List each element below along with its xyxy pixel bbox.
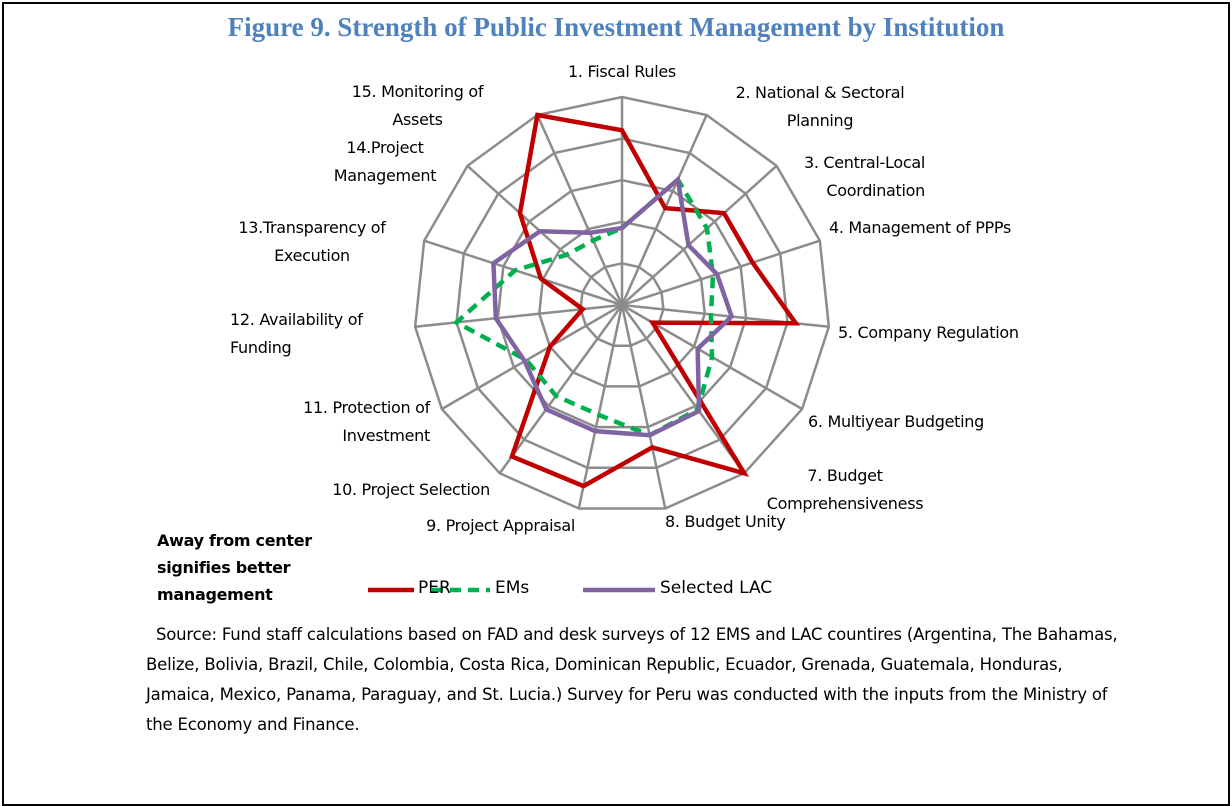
series-line <box>509 112 801 489</box>
axis-label: 1. Fiscal Rules <box>568 62 676 81</box>
spoke <box>620 304 746 475</box>
spoke <box>498 304 624 475</box>
axis-label: 15. Monitoring of Assets <box>351 82 484 129</box>
series-line <box>491 175 735 438</box>
axis-label: 12. Availability of Funding <box>230 310 363 357</box>
axis-label: 8. Budget Unity <box>665 512 786 531</box>
chart-title: Figure 9. Strength of Public Investment … <box>227 12 1005 42</box>
grid-ring <box>413 95 831 510</box>
axis-label: 5. Company Regulation <box>838 323 1019 342</box>
spoke <box>466 164 623 306</box>
spoke <box>577 304 624 509</box>
series-line <box>452 176 716 438</box>
axis-label: 9. Project Appraisal <box>426 516 575 535</box>
axis-label: 3. Central-Local Coordination <box>803 153 925 200</box>
annotation: Away from center signifies better manage… <box>157 531 312 604</box>
chart <box>368 95 831 593</box>
spoke <box>441 303 623 411</box>
grid-ring <box>496 178 748 429</box>
spoke <box>415 303 623 328</box>
axis-label: 14.Project Management <box>333 138 437 185</box>
axis-label: 7. Budget Comprehensiveness <box>766 466 924 513</box>
axis-label: 6. Multiyear Budgeting <box>808 412 984 431</box>
grid-ring <box>455 137 789 470</box>
grid-ring <box>579 262 665 347</box>
axis-label: 13.Transparency of Execution <box>238 218 386 265</box>
spoke <box>621 239 821 307</box>
spoke <box>423 239 623 307</box>
spoke <box>620 304 667 509</box>
legend-label: Selected LAC <box>660 578 773 598</box>
spoke <box>621 164 778 306</box>
axis-label: 11. Protection of Investment <box>303 398 430 445</box>
source-note: Source: Fund staff calculations based on… <box>146 625 1118 734</box>
legend-label: EMs <box>495 578 530 598</box>
axis-label: 2. National & Sectoral Planning <box>735 83 905 130</box>
legend-label: PER <box>418 578 451 598</box>
spoke <box>536 114 624 306</box>
grid-ring <box>537 220 707 388</box>
axis-label: 10. Project Selection <box>332 480 490 499</box>
axis-label: 4. Management of PPPs <box>828 218 1012 237</box>
